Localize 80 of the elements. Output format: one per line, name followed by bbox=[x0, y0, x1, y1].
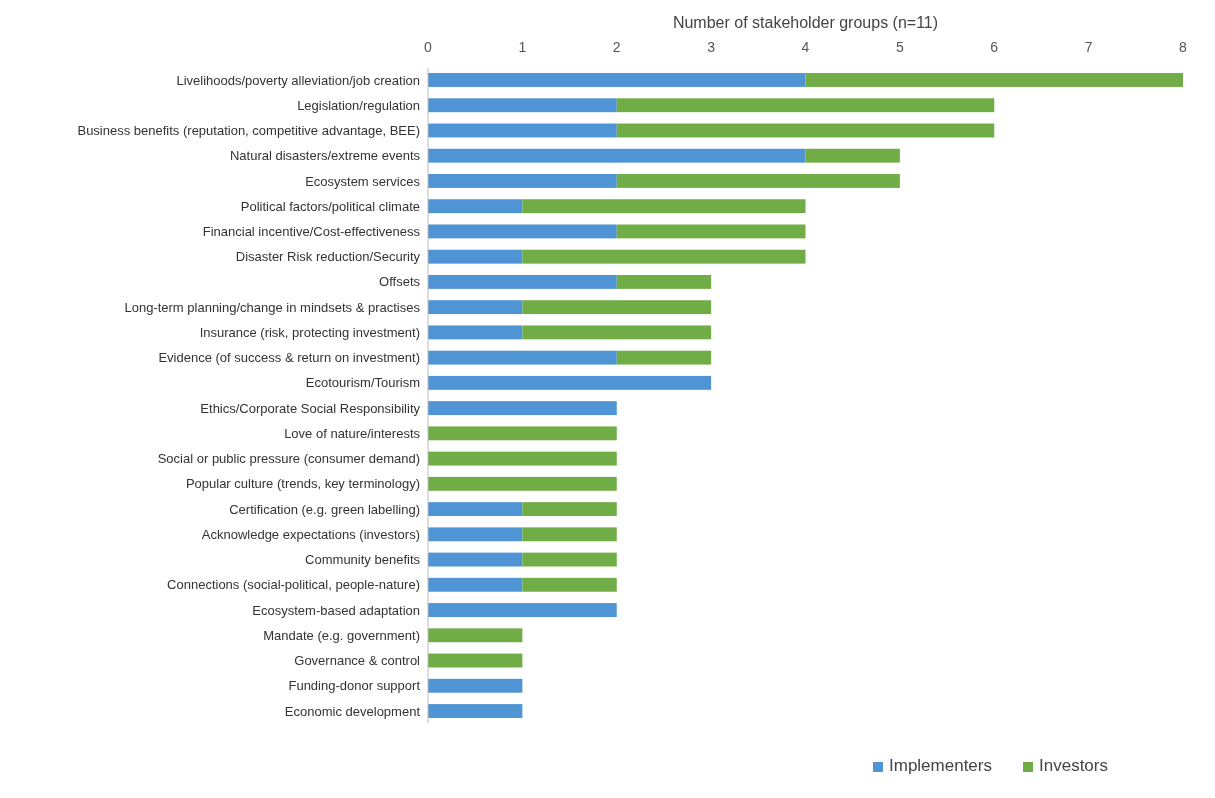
bar bbox=[616, 274, 712, 289]
bar bbox=[522, 325, 712, 340]
bar bbox=[616, 123, 995, 138]
bar bbox=[428, 274, 617, 289]
bar bbox=[522, 300, 712, 315]
bar bbox=[428, 502, 523, 517]
bar bbox=[616, 224, 806, 239]
y-tick-label: Ecosystem services bbox=[305, 173, 421, 189]
y-tick-label: Economic development bbox=[284, 703, 421, 719]
legend-label: Implementers bbox=[889, 756, 992, 775]
x-tick-label: 6 bbox=[990, 39, 999, 55]
y-tick-label: Funding-donor support bbox=[288, 678, 421, 694]
x-axis-title: Number of stakeholder groups (n=11) bbox=[672, 14, 939, 31]
bar bbox=[428, 527, 523, 542]
bar bbox=[428, 224, 617, 239]
y-tick-label: Love of nature/interests bbox=[284, 425, 421, 441]
y-tick-label: Natural disasters/extreme events bbox=[229, 148, 421, 164]
bar bbox=[428, 73, 806, 87]
x-tick-label: 8 bbox=[1179, 39, 1188, 55]
bar bbox=[522, 527, 617, 542]
x-tick-label: 2 bbox=[612, 39, 621, 55]
bar bbox=[805, 148, 900, 163]
x-tick-label: 4 bbox=[801, 39, 810, 55]
y-tick-label: Ethics/Corporate Social Responsibility bbox=[200, 400, 421, 416]
bar bbox=[522, 199, 806, 214]
bar bbox=[805, 73, 1183, 87]
bar bbox=[428, 653, 523, 668]
bar bbox=[428, 401, 617, 416]
y-tick-label: Acknowledge expectations (investors) bbox=[201, 526, 420, 542]
bar bbox=[616, 98, 995, 113]
y-tick-label: Long-term planning/change in mindsets & practises bbox=[124, 299, 421, 315]
bar bbox=[428, 451, 617, 466]
bar bbox=[522, 502, 617, 517]
x-tick-label: 7 bbox=[1084, 39, 1093, 55]
bar bbox=[428, 678, 523, 693]
bar bbox=[428, 325, 523, 340]
y-tick-label: Political factors/political climate bbox=[240, 198, 420, 214]
y-tick-label: Evidence (of success & return on investment) bbox=[158, 350, 420, 366]
y-tick-label: Business benefits (reputation, competitive advantage, BEE) bbox=[77, 123, 420, 139]
bar bbox=[428, 628, 523, 643]
x-tick-label: 0 bbox=[424, 39, 433, 55]
y-tick-label: Mandate (e.g. government) bbox=[263, 627, 420, 643]
y-tick-label: Ecotourism/Tourism bbox=[305, 375, 420, 391]
bar bbox=[428, 98, 617, 113]
y-tick-label: Disaster Risk reduction/Security bbox=[235, 249, 421, 265]
bar bbox=[428, 123, 617, 138]
y-tick-label: Certification (e.g. green labelling) bbox=[229, 501, 420, 517]
bar bbox=[428, 577, 523, 592]
y-tick-label: Social or public pressure (consumer demand) bbox=[157, 451, 420, 467]
y-tick-label: Community benefits bbox=[305, 552, 421, 568]
y-tick-label: Legislation/regulation bbox=[297, 97, 420, 113]
bar bbox=[428, 704, 523, 718]
bar bbox=[428, 300, 523, 315]
bar bbox=[428, 199, 523, 214]
y-tick-label: Livelihoods/poverty alleviation/job creation bbox=[176, 72, 420, 88]
bar bbox=[522, 552, 617, 567]
y-tick-label: Governance & control bbox=[294, 653, 421, 669]
bar bbox=[428, 350, 617, 365]
bar bbox=[522, 577, 617, 592]
bar bbox=[428, 375, 712, 390]
x-tick-label: 5 bbox=[895, 39, 904, 55]
legend-label: Investors bbox=[1039, 756, 1108, 775]
bar bbox=[428, 249, 523, 264]
y-tick-label: Financial incentive/Cost-effectiveness bbox=[202, 223, 421, 239]
y-tick-label: Insurance (risk, protecting investment) bbox=[199, 324, 420, 340]
bar bbox=[428, 552, 523, 567]
x-tick-label: 1 bbox=[518, 39, 527, 55]
bar bbox=[428, 426, 617, 441]
bar bbox=[428, 476, 617, 491]
x-tick-label: 3 bbox=[707, 39, 716, 55]
y-tick-label: Offsets bbox=[379, 274, 421, 290]
bar bbox=[616, 174, 900, 188]
bar bbox=[428, 603, 617, 617]
bar bbox=[428, 148, 806, 163]
y-tick-label: Connections (social-political, people-nature) bbox=[167, 577, 420, 593]
bar bbox=[522, 249, 806, 264]
y-tick-label: Popular culture (trends, key terminology) bbox=[185, 476, 420, 492]
bar bbox=[616, 350, 712, 365]
bar bbox=[428, 174, 617, 188]
y-tick-label: Ecosystem-based adaptation bbox=[252, 602, 420, 618]
